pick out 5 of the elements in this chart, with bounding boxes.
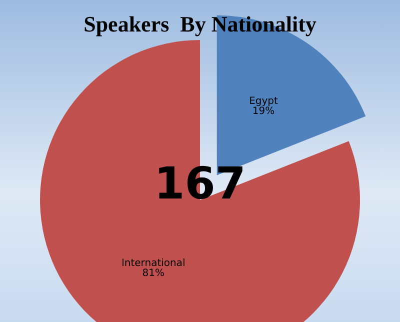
slice-label: International xyxy=(121,258,186,270)
slice-label: Egypt xyxy=(249,96,278,108)
data-label: 19% xyxy=(252,106,275,118)
chart-title: Speakers By Nationality xyxy=(84,12,316,36)
data-label: 81% xyxy=(142,268,164,280)
